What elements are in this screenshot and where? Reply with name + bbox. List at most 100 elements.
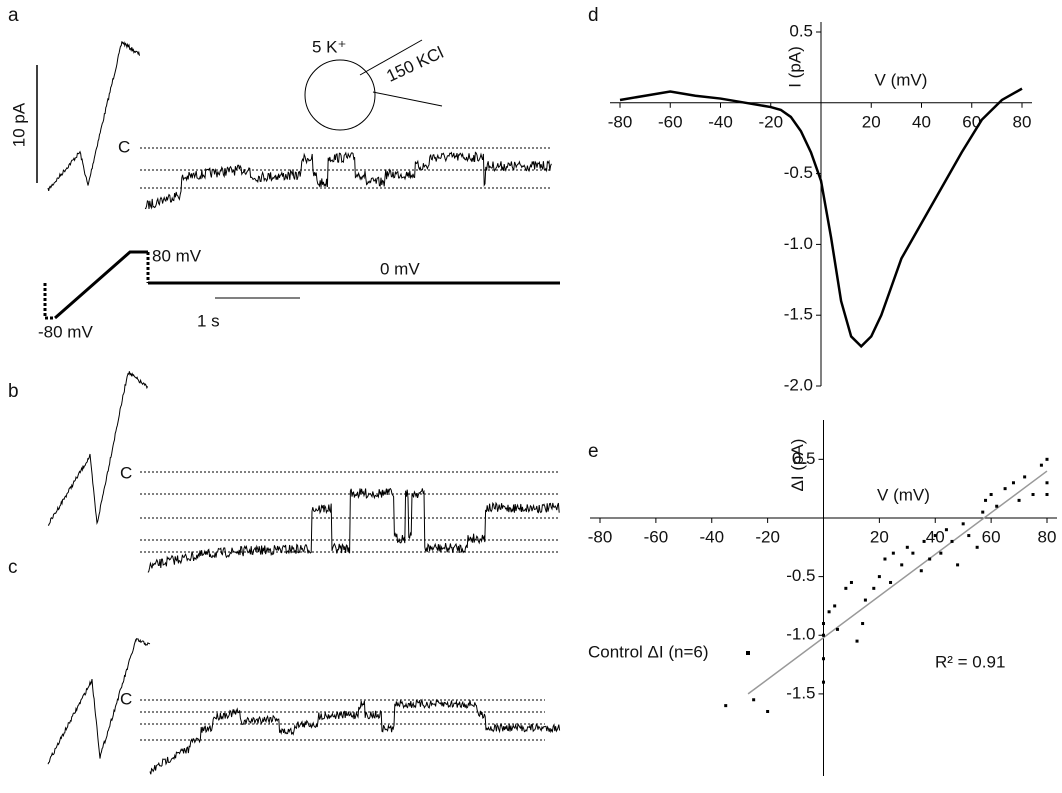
point bbox=[1040, 464, 1043, 467]
current-trace bbox=[150, 700, 560, 774]
point bbox=[956, 563, 959, 566]
closed-label: C bbox=[120, 463, 132, 482]
y-tick-label: 0.5 bbox=[789, 21, 813, 40]
closed-label: C bbox=[118, 137, 130, 156]
x-tick-label: 80 bbox=[1038, 527, 1057, 546]
x-tick-label: 60 bbox=[962, 112, 981, 131]
y-tick-label: -1.5 bbox=[784, 305, 813, 324]
current-trace bbox=[48, 41, 140, 191]
point bbox=[844, 587, 847, 590]
point bbox=[752, 698, 755, 701]
x-tick-label: -20 bbox=[758, 112, 783, 131]
x-tick-label: 20 bbox=[862, 112, 881, 131]
point bbox=[822, 622, 825, 625]
point bbox=[836, 628, 839, 631]
x-tick-label: -80 bbox=[588, 527, 613, 546]
current-trace bbox=[148, 488, 559, 572]
point bbox=[990, 493, 993, 496]
point bbox=[1032, 493, 1035, 496]
protocol-label: -80 mV bbox=[38, 322, 93, 341]
point bbox=[920, 569, 923, 572]
point bbox=[1012, 481, 1015, 484]
point bbox=[856, 640, 859, 643]
protocol-step bbox=[45, 283, 55, 318]
bath-label: 5 K⁺ bbox=[312, 37, 347, 56]
panel-label: b bbox=[8, 381, 19, 402]
y-tick-label: -0.5 bbox=[784, 163, 813, 182]
point bbox=[939, 552, 942, 555]
point bbox=[822, 634, 825, 637]
point bbox=[822, 681, 825, 684]
point bbox=[892, 552, 895, 555]
legend-marker bbox=[746, 651, 750, 655]
x-axis-label: V (mV) bbox=[875, 70, 928, 89]
pipette-label: 150 KCl bbox=[384, 43, 447, 86]
current-trace bbox=[48, 639, 150, 765]
point bbox=[934, 534, 937, 537]
point bbox=[872, 587, 875, 590]
x-tick-label: 80 bbox=[1013, 112, 1032, 131]
point bbox=[828, 610, 831, 613]
x-tick-label: 40 bbox=[912, 112, 931, 131]
point bbox=[1004, 487, 1007, 490]
point bbox=[889, 581, 892, 584]
x-tick-label: -60 bbox=[644, 527, 669, 546]
x-tick-label: -60 bbox=[658, 112, 683, 131]
panel-c: c C bbox=[8, 557, 132, 708]
pipette bbox=[373, 92, 442, 106]
panel-label: e bbox=[588, 441, 599, 462]
x-tick-label: 20 bbox=[870, 527, 889, 546]
x-tick-label: -40 bbox=[708, 112, 733, 131]
point bbox=[962, 522, 965, 525]
x-tick-label: -80 bbox=[608, 112, 633, 131]
y-tick-label: -0.5 bbox=[786, 566, 815, 585]
protocol-label: 80 mV bbox=[152, 246, 202, 265]
point bbox=[928, 558, 931, 561]
point bbox=[1046, 481, 1049, 484]
y-axis-label: ΔI (pA) bbox=[788, 439, 807, 492]
point bbox=[724, 704, 727, 707]
y-axis-label: I (pA) bbox=[785, 46, 804, 88]
point bbox=[1023, 475, 1026, 478]
point bbox=[945, 528, 948, 531]
y-tick-label: -2.0 bbox=[784, 375, 813, 394]
point bbox=[911, 552, 914, 555]
point bbox=[1046, 493, 1049, 496]
point bbox=[878, 575, 881, 578]
point bbox=[984, 499, 987, 502]
point bbox=[967, 534, 970, 537]
panel-label: c bbox=[8, 557, 18, 578]
point bbox=[900, 563, 903, 566]
point bbox=[906, 546, 909, 549]
point bbox=[864, 599, 867, 602]
x-axis-label: V (mV) bbox=[877, 485, 930, 504]
point bbox=[995, 505, 998, 508]
cell bbox=[305, 60, 375, 130]
panel-label: a bbox=[8, 5, 19, 26]
y-tick-label: -1.5 bbox=[786, 683, 815, 702]
point bbox=[766, 710, 769, 713]
panel-label: d bbox=[588, 5, 599, 26]
protocol-ramp bbox=[55, 252, 148, 318]
current-trace bbox=[48, 371, 148, 525]
y-tick-label: -1.0 bbox=[786, 625, 815, 644]
closed-label: C bbox=[120, 689, 132, 708]
point bbox=[850, 581, 853, 584]
annotation: R² = 0.91 bbox=[935, 652, 1005, 671]
point bbox=[981, 511, 984, 514]
x-tick-label: -40 bbox=[699, 527, 724, 546]
point bbox=[1046, 458, 1049, 461]
x-tick-label: 60 bbox=[982, 527, 1001, 546]
point bbox=[861, 622, 864, 625]
time-label: 1 s bbox=[197, 311, 220, 330]
point bbox=[976, 546, 979, 549]
point bbox=[1018, 499, 1021, 502]
point bbox=[923, 540, 926, 543]
point bbox=[833, 604, 836, 607]
panel-b: b C bbox=[8, 381, 132, 482]
y-tick-label: -1.0 bbox=[784, 234, 813, 253]
point bbox=[822, 657, 825, 660]
current-trace bbox=[145, 152, 551, 209]
legend-label: Control ΔI (n=6) bbox=[588, 642, 709, 661]
